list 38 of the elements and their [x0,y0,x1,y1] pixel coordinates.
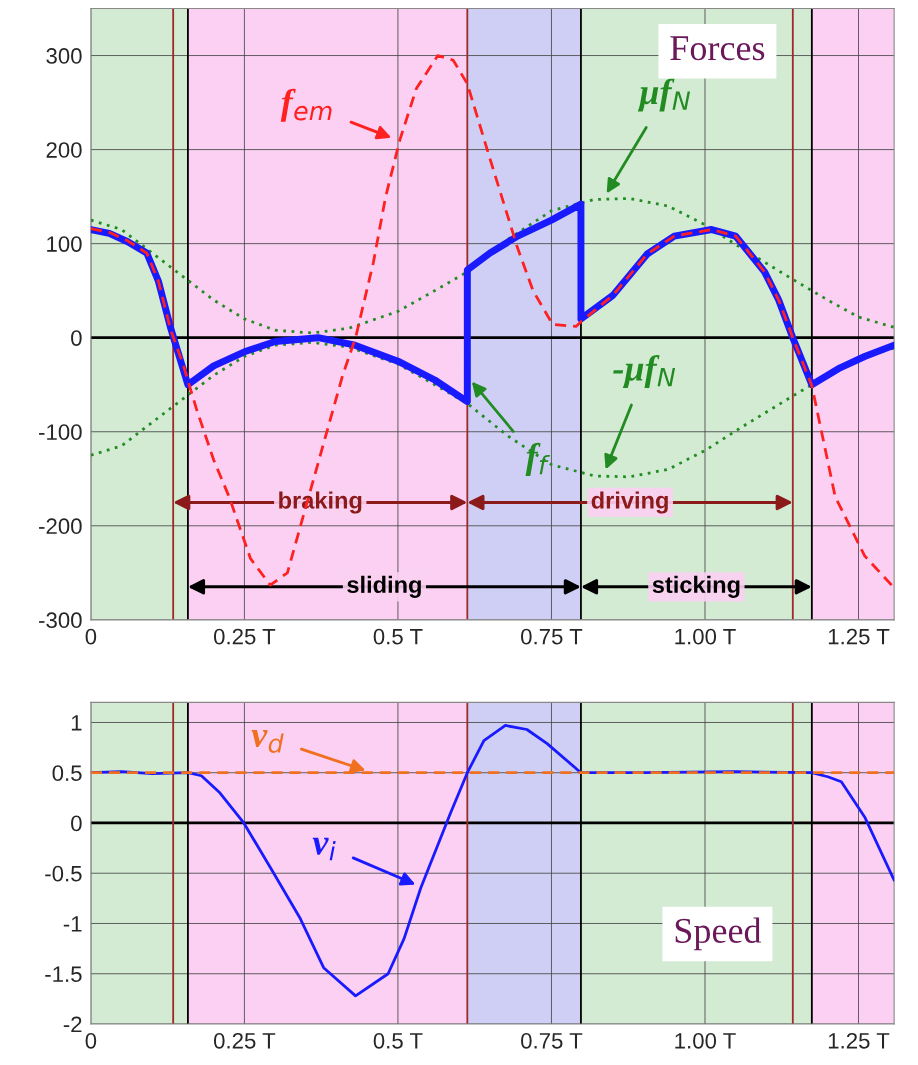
y-tick-label: 0 [71,330,82,346]
text: Forces [670,36,765,61]
y-tick-label: -300 [39,612,82,629]
x-tick-label: 0.5 T [373,1032,423,1049]
y-tick-label: -0.5 [45,865,82,882]
y-tick-label: 300 [46,48,82,64]
x-tick-label: 1.25 T [828,1032,890,1049]
x-tick-label: 0 [85,628,97,645]
x-tick-label: 0.25 T [213,628,276,645]
x-tick-label: 1.25 T [828,628,890,645]
y-tick-label: 0 [71,815,82,832]
x-tick-label: 0.25 T [213,1032,276,1049]
y-tick-label: -1 [63,916,82,932]
x-tick-label: 1.00 T [675,1032,736,1049]
y-tick-label: 0.5 [52,765,82,781]
y-tick-label: -2 [63,1016,82,1033]
x-tick-label: 0.75 T [521,628,583,645]
y-tick-label: 100 [47,236,82,252]
y-tick-label: -100 [39,424,82,441]
y-tick-label: 1 [71,715,82,731]
line-series [90,341,895,479]
annotation: v$_{i}$ [312,837,336,861]
x-tick-label: 0.5 T [373,628,423,645]
x-tick-label: 0.75 T [521,1032,583,1049]
x-tick-label: 1.00 T [675,628,736,645]
y-tick-label: -1.5 [45,966,82,983]
annotation: driving [591,491,668,514]
annotation: v$_{d}$ [251,730,284,753]
annotation: μf$_{N}$ [637,78,691,112]
y-tick-label: -200 [39,518,82,535]
line-series [90,197,895,335]
text: Speed [675,917,762,951]
y-tick-label: 200 [46,142,82,158]
annotation: sticking [652,575,740,598]
annotation: -μf$_{N}$ [613,354,676,389]
annotation: sliding [347,575,421,598]
annotation: f$_{em}$ [280,88,332,122]
x-tick-label: 0 [85,1032,97,1049]
